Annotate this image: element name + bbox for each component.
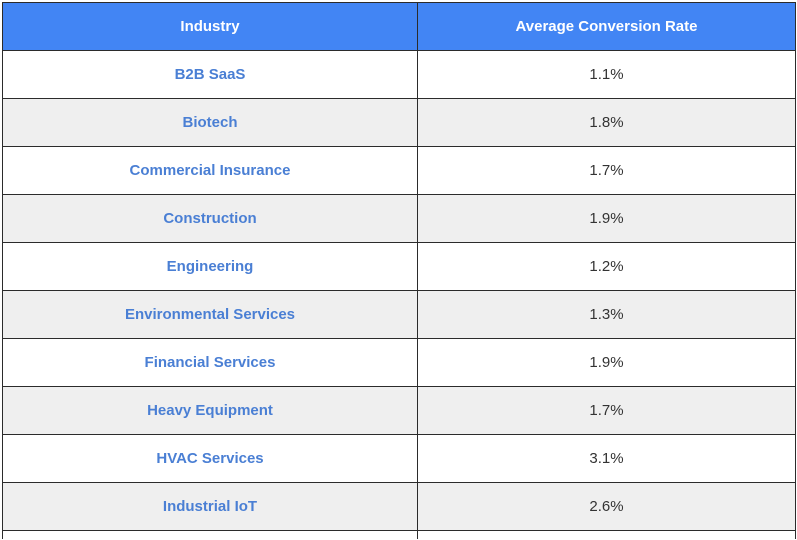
table-header-row: Industry Average Conversion Rate bbox=[2, 2, 796, 51]
rate-cell: 1.2% bbox=[417, 242, 796, 291]
rate-cell: 1.9% bbox=[417, 194, 796, 243]
rate-cell: 1.3% bbox=[417, 290, 796, 339]
rate-cell: 1.7% bbox=[417, 386, 796, 435]
table-row: Financial Services 1.9% bbox=[2, 338, 796, 387]
table-row: Engineering 1.2% bbox=[2, 242, 796, 291]
industry-cell: Commercial Insurance bbox=[2, 146, 418, 195]
rate-cell: 1.8% bbox=[417, 98, 796, 147]
empty-cell bbox=[2, 530, 418, 539]
industry-cell: Construction bbox=[2, 194, 418, 243]
table-row: Industrial IoT 2.6% bbox=[2, 482, 796, 531]
table-row: Heavy Equipment 1.7% bbox=[2, 386, 796, 435]
table-row: Commercial Insurance 1.7% bbox=[2, 146, 796, 195]
table-row-partial bbox=[2, 530, 796, 539]
industry-cell: Environmental Services bbox=[2, 290, 418, 339]
rate-cell: 1.7% bbox=[417, 146, 796, 195]
empty-cell bbox=[417, 530, 796, 539]
rate-column-header: Average Conversion Rate bbox=[417, 2, 796, 51]
rate-cell: 1.1% bbox=[417, 50, 796, 99]
table-row: Environmental Services 1.3% bbox=[2, 290, 796, 339]
table-row: HVAC Services 3.1% bbox=[2, 434, 796, 483]
table-row: B2B SaaS 1.1% bbox=[2, 50, 796, 99]
industry-cell: Biotech bbox=[2, 98, 418, 147]
table-row: Biotech 1.8% bbox=[2, 98, 796, 147]
industry-cell: HVAC Services bbox=[2, 434, 418, 483]
rate-cell: 3.1% bbox=[417, 434, 796, 483]
industry-cell: B2B SaaS bbox=[2, 50, 418, 99]
rate-cell: 2.6% bbox=[417, 482, 796, 531]
industry-cell: Engineering bbox=[2, 242, 418, 291]
industry-cell: Heavy Equipment bbox=[2, 386, 418, 435]
table-row: Construction 1.9% bbox=[2, 194, 796, 243]
rate-cell: 1.9% bbox=[417, 338, 796, 387]
industry-column-header: Industry bbox=[2, 2, 418, 51]
industry-cell: Industrial IoT bbox=[2, 482, 418, 531]
industry-cell: Financial Services bbox=[2, 338, 418, 387]
